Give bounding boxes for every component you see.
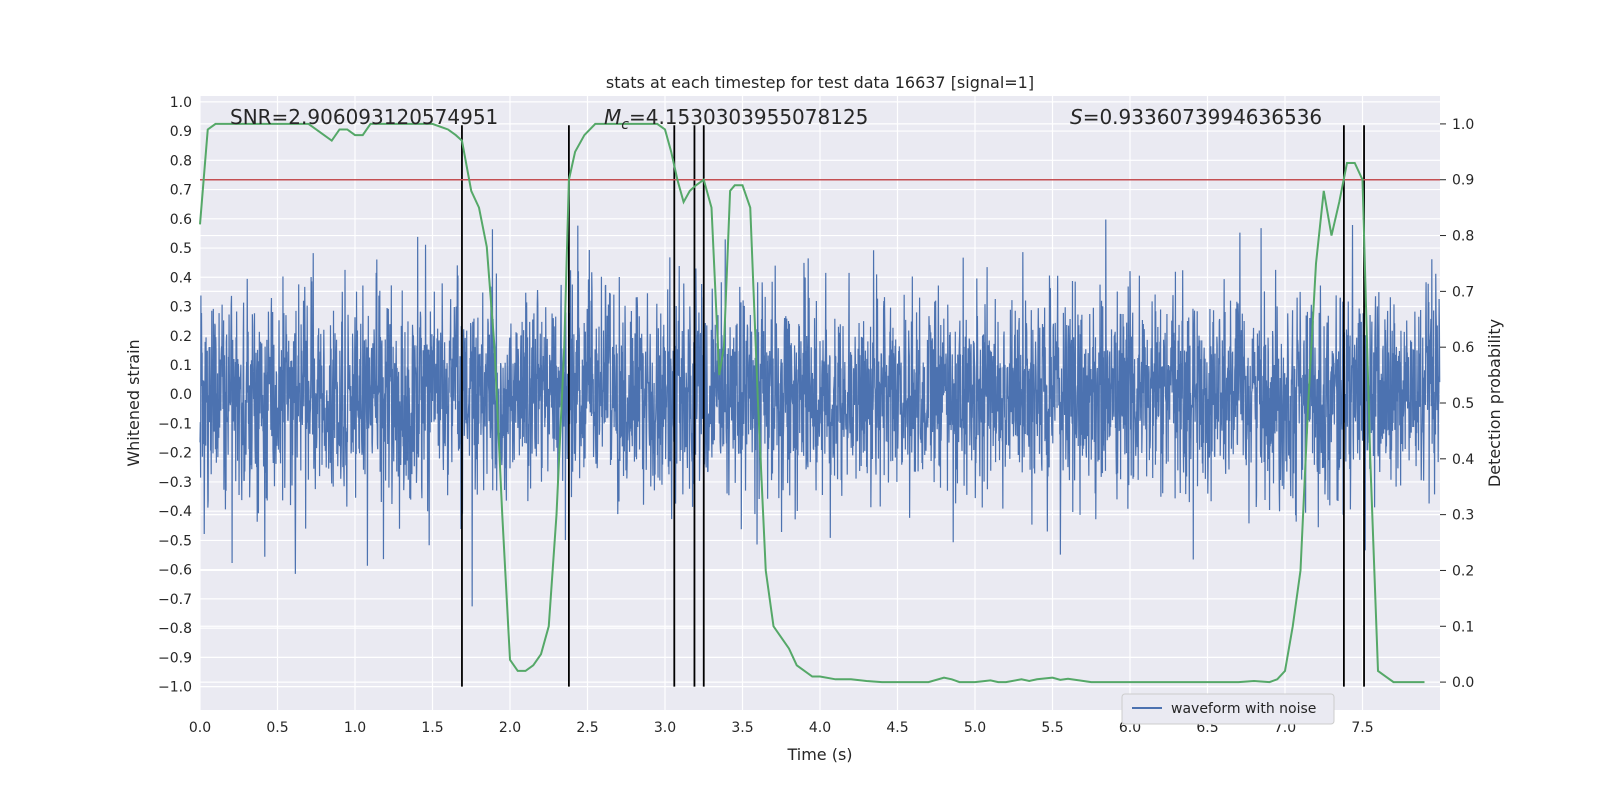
x-tick-label: 0.0: [189, 720, 211, 736]
y-left-tick-label: −0.1: [158, 416, 192, 432]
y-left-tick-label: 1.0: [170, 95, 192, 111]
x-tick-label: 0.5: [266, 720, 288, 736]
legend-label: waveform with noise: [1171, 701, 1316, 717]
chirp-mass-symbol: M: [604, 105, 621, 129]
y-left-tick-label: 0.9: [170, 124, 192, 140]
y-left-tick-label: 0.3: [170, 300, 192, 316]
y-left-tick-label: −0.4: [158, 504, 192, 520]
chirp-mass-annotation: Mc=4.1530303955078125: [604, 105, 868, 133]
y-right-tick-label: 1.0: [1452, 117, 1474, 133]
x-tick-label: 5.0: [964, 720, 986, 736]
y-right-tick-label: 0.2: [1452, 563, 1474, 579]
y-left-tick-label: 0.4: [170, 270, 192, 286]
y-left-tick-label: −0.2: [158, 446, 192, 462]
x-tick-label: 4.0: [809, 720, 831, 736]
y-right-tick-label: 0.7: [1452, 284, 1474, 300]
y-right-axis-label: Detection probability: [1485, 319, 1504, 487]
chirp-mass-value: =4.1530303955078125: [629, 105, 868, 129]
snr-annotation: SNR=2.906093120574951: [230, 105, 498, 129]
x-tick-label: 1.5: [421, 720, 443, 736]
legend-box: [1121, 693, 1335, 725]
y-left-tick-label: 0.6: [170, 212, 192, 228]
y-left-tick-label: −0.3: [158, 475, 192, 491]
spin-annotation: S=0.9336073994636536: [1070, 105, 1322, 129]
y-left-tick-label: −0.7: [158, 592, 192, 608]
spin-symbol: S: [1070, 105, 1083, 129]
y-left-tick-label: 0.7: [170, 183, 192, 199]
y-left-tick-label: 0.5: [170, 241, 192, 257]
y-left-tick-label: 0.1: [170, 358, 192, 374]
y-left-axis-label: Whitened strain: [124, 339, 143, 466]
x-tick-label: 2.5: [576, 720, 598, 736]
x-tick-label: 7.5: [1351, 720, 1373, 736]
y-right-tick-label: 0.6: [1452, 340, 1474, 356]
legend: waveform with noise: [1121, 693, 1335, 725]
y-left-ticks: 1.0 0.9 0.8 0.7 0.6 0.5 0.4 0.3 0.2 0.1 0.0 −0.1 −0.…: [158, 95, 192, 696]
y-left-tick-label: −0.6: [158, 563, 192, 579]
spin-value: =0.9336073994636536: [1083, 105, 1322, 129]
x-tick-label: 4.5: [886, 720, 908, 736]
y-right-tick-label: 0.4: [1452, 452, 1474, 468]
x-tick-label: 2.0: [499, 720, 521, 736]
x-tick-label: 3.0: [654, 720, 676, 736]
y-left-tick-label: 0.8: [170, 153, 192, 169]
detection-probability-series: [199, 122, 1425, 684]
y-right-tick-label: 0.3: [1452, 508, 1474, 524]
y-right-tick-label: 0.0: [1452, 675, 1474, 691]
y-left-tick-label: −1.0: [158, 680, 192, 696]
x-tick-label: 5.5: [1041, 720, 1063, 736]
detection-probability-line: [199, 122, 1425, 684]
waveform-series: [199, 219, 1441, 607]
waveform-line: [199, 219, 1441, 607]
y-right-tick-label: 0.8: [1452, 229, 1474, 245]
chart-title: stats at each timestep for test data 166…: [606, 73, 1034, 92]
x-tick-label: 3.5: [731, 720, 753, 736]
y-right-tick-label: 0.9: [1452, 173, 1474, 189]
y-left-tick-label: 0.0: [170, 387, 192, 403]
y-right-tick-label: 0.5: [1452, 396, 1474, 412]
y-left-tick-label: −0.5: [158, 533, 192, 549]
y-right-tick-label: 0.1: [1452, 619, 1474, 635]
y-left-tick-label: 0.2: [170, 329, 192, 345]
x-axis-label: Time (s): [786, 745, 852, 764]
y-right-ticks: 1.0 0.9 0.8 0.7 0.6 0.5 0.4 0.3 0.2 0.1 0.0: [1440, 117, 1474, 691]
x-tick-label: 1.0: [344, 720, 366, 736]
y-left-tick-label: −0.9: [158, 650, 192, 666]
y-left-tick-label: −0.8: [158, 621, 192, 637]
chirp-mass-subscript: c: [621, 117, 629, 133]
